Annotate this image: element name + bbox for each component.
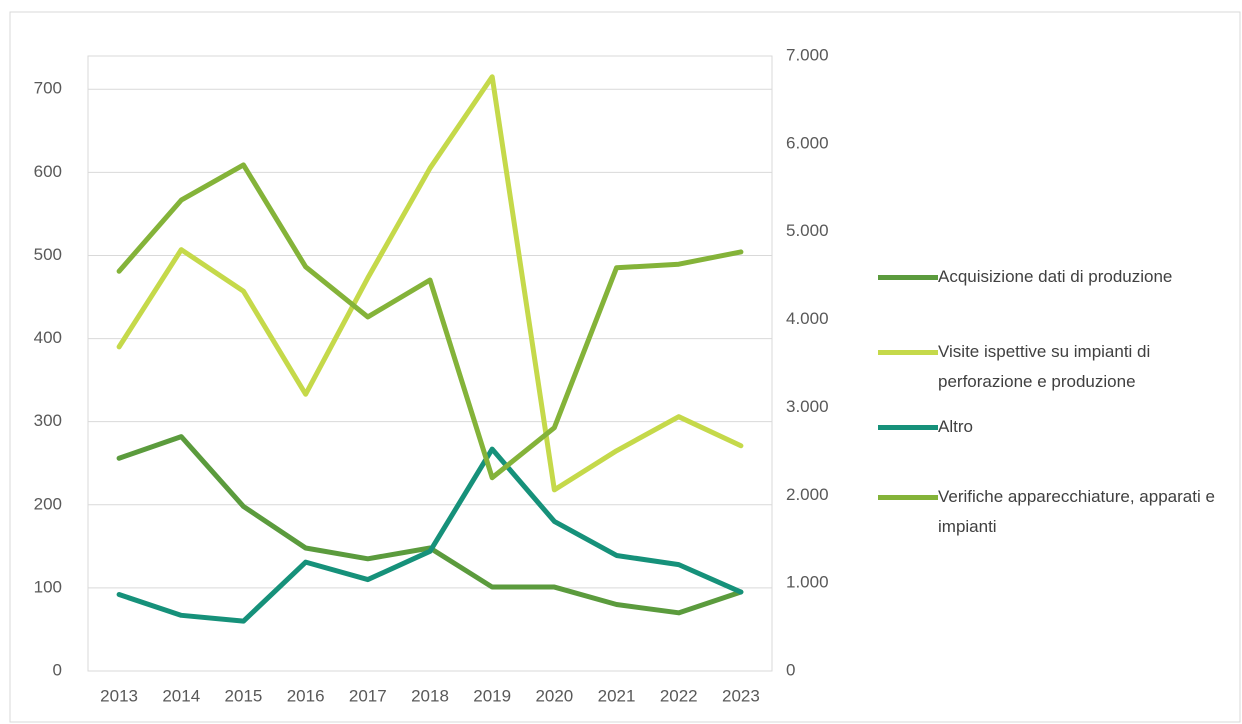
y-tick-label: 700 (34, 79, 62, 98)
y2-tick-label: 3.000 (786, 397, 829, 416)
legend-item: Altro (878, 412, 1240, 442)
plot-area (87, 55, 773, 672)
legend-label: Acquisizione dati di produzione (938, 267, 1173, 286)
series-line (116, 162, 744, 481)
legend-label: Altro (938, 417, 973, 436)
series-line (116, 74, 744, 493)
legend-item: Acquisizione dati di produzione (878, 262, 1240, 292)
x-tick-label: 2017 (349, 686, 387, 705)
legend: Acquisizione dati di produzione Visite is… (878, 262, 1240, 542)
x-tick-label: 2013 (100, 686, 138, 705)
y2-tick-label: 4.000 (786, 309, 829, 328)
legend-swatch (878, 275, 938, 280)
legend-swatch (878, 425, 938, 430)
legend-swatch (878, 350, 938, 355)
y2-tick-label: 7.000 (786, 45, 829, 64)
y-tick-label: 400 (34, 328, 62, 347)
x-tick-label: 2014 (162, 686, 200, 705)
y2-tick-label: 5.000 (786, 221, 829, 240)
legend-label: Verifiche apparecchiature, apparati e im… (938, 487, 1215, 536)
legend-label: Visite ispettive su impianti di perforaz… (938, 342, 1151, 391)
series-line (116, 434, 744, 616)
chart-border (9, 11, 1241, 723)
legend-item: Visite ispettive su impianti di perforaz… (878, 337, 1240, 397)
legend-item: Verifiche apparecchiature, apparati e im… (878, 482, 1240, 542)
x-tick-label: 2021 (598, 686, 636, 705)
y-tick-label: 100 (34, 577, 62, 596)
y2-tick-label: 2.000 (786, 485, 829, 504)
x-tick-label: 2019 (473, 686, 511, 705)
y2-tick-label: 6.000 (786, 133, 829, 152)
x-tick-label: 2020 (535, 686, 573, 705)
y2-tick-label: 1.000 (786, 573, 829, 592)
y-tick-label: 0 (53, 660, 62, 679)
x-tick-label: 2023 (722, 686, 760, 705)
y-tick-label: 200 (34, 494, 62, 513)
legend-swatch (878, 495, 938, 500)
x-tick-label: 2015 (225, 686, 263, 705)
x-tick-label: 2018 (411, 686, 449, 705)
y-tick-label: 600 (34, 162, 62, 181)
x-tick-label: 2016 (287, 686, 325, 705)
y2-tick-label: 0 (786, 660, 795, 679)
series-line (116, 446, 744, 624)
y-tick-label: 300 (34, 411, 62, 430)
x-tick-label: 2022 (660, 686, 698, 705)
y-tick-label: 500 (34, 245, 62, 264)
